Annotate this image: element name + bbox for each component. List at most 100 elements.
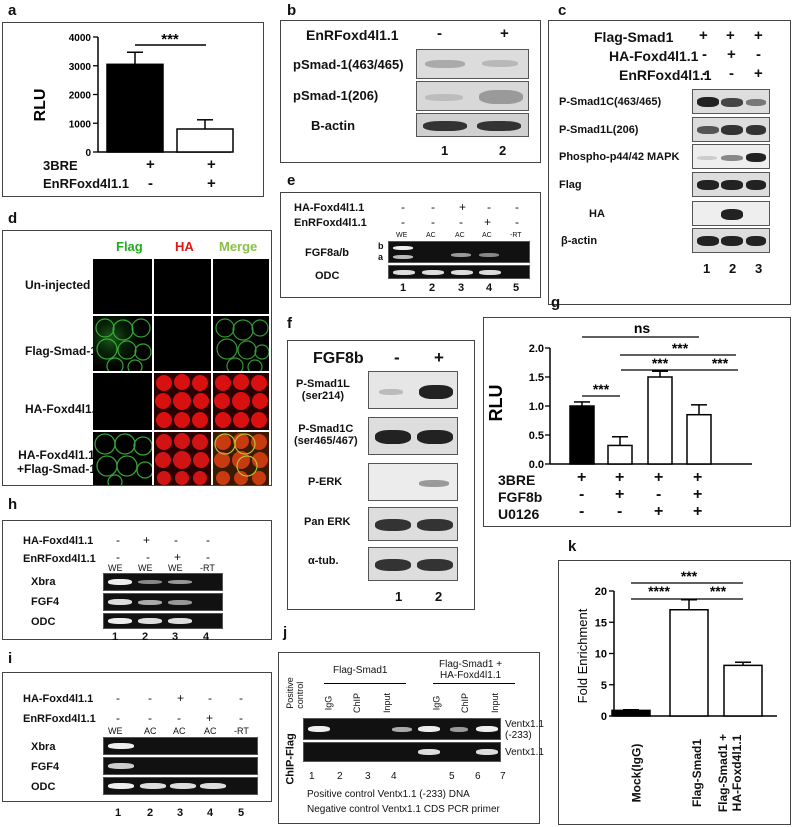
panel-a-ytick-label-3: 1000 <box>69 119 92 130</box>
panel-d-row4: HA-Foxd4l1.1 +Flag-Smad-1 <box>17 448 97 476</box>
panel-f-row2: P-Smad1C (ser465/467) <box>294 423 358 447</box>
panel-h-lane2: 2 <box>142 631 149 643</box>
panel-c-c3v1: - <box>702 65 707 82</box>
panel-c-c1v3: + <box>754 27 763 44</box>
panel-j-lane7: 7 <box>500 771 506 782</box>
panel-j-tag6: ChIP <box>460 692 471 714</box>
panel-c-blot6 <box>692 228 770 253</box>
panel-f-blot1 <box>368 371 458 409</box>
panel-k-chart: Fold Enrichment 20 15 10 5 0 *** **** *** <box>575 568 777 723</box>
panel-g-bar-2 <box>647 376 673 465</box>
panel-i-c2v3: - <box>177 711 181 725</box>
panel-j-note1: Positive control Ventx1.1 (-233) DNA <box>307 789 470 800</box>
panel-f-blot4 <box>368 507 458 541</box>
panel-j-note2: Negative control Ventx1.1 CDS PCR primer <box>307 804 500 815</box>
panel-e-lane5: 5 <box>513 282 520 294</box>
panel-i-lane4: 4 <box>207 807 214 819</box>
panel-g-r3v1: - <box>579 503 585 520</box>
panel-e-c2v4: + <box>484 215 492 229</box>
panel-c-blot3 <box>692 144 770 169</box>
panel-i-row1: Xbra <box>31 741 56 753</box>
panel-e-tag4: AC <box>482 232 492 239</box>
panel-g-r1v2: + <box>615 469 625 486</box>
panel-e-lane4: 4 <box>486 282 493 294</box>
panel-h-c2v2: - <box>146 550 150 564</box>
panel-e-lane3: 3 <box>458 282 465 294</box>
panel-i-lane5: 5 <box>238 807 245 819</box>
panel-j-lane1: 1 <box>309 771 315 782</box>
panel-b-blot2 <box>416 81 529 111</box>
panel-j: ChIP-Flag Flag-Smad1 Flag-Smad1 + HA-Fox… <box>278 652 544 824</box>
panel-i: HA-Foxd4l1.1 EnRFoxd4l1.1 - - + - - - - … <box>2 672 272 802</box>
panel-h-c2v4: - <box>206 550 210 564</box>
panel-b-treatment: EnRFoxd4l1.1 <box>306 27 399 43</box>
panel-g-ytick-label-2: 1.0 <box>529 401 544 413</box>
panel-e-lane2: 2 <box>429 282 436 294</box>
panel-h-tag3: WE <box>168 563 183 573</box>
panel-c-row5: HA <box>589 208 605 220</box>
panel-g-r1v1: + <box>577 469 587 486</box>
panel-j-tag5: IgG <box>431 695 442 711</box>
panel-j-side: ChIP-Flag <box>284 733 297 785</box>
panel-a-row1-val2: + <box>207 156 216 173</box>
panel-e-c1v5: - <box>515 200 519 214</box>
panel-i-tag3: AC <box>173 726 186 736</box>
panel-f-row1: P-Smad1L (ser214) <box>296 378 350 402</box>
panel-f-lane2: 2 <box>435 589 443 604</box>
panel-h-cond1: HA-Foxd4l1.1 <box>23 535 94 547</box>
panel-g-row3: U0126 <box>498 506 540 522</box>
panel-g-ns: ns <box>634 320 651 336</box>
micro-ha-smad <box>154 316 211 371</box>
panel-c-cond2: HA-Foxd4l1.1 <box>609 48 699 64</box>
panel-k-cat3: Flag-Smad1 + HA-Foxd4l1.1 <box>716 733 745 813</box>
panel-h-row1: Xbra <box>31 576 56 588</box>
panel-i-cond1: HA-Foxd4l1.1 <box>23 693 94 705</box>
panel-f-val1: - <box>394 348 400 367</box>
panel-e-c2v2: - <box>431 215 435 229</box>
panel-c-lane3: 3 <box>755 261 763 276</box>
panel-i-tag4: AC <box>204 726 217 736</box>
panel-j-label: j <box>283 624 288 641</box>
panel-e-row1: FGF8a/b <box>305 247 350 259</box>
panel-a-ylabel: RLU <box>32 89 49 122</box>
panel-j-lane3: 3 <box>365 771 371 782</box>
panel-c-blot5 <box>692 201 770 226</box>
panel-i-label: i <box>8 650 13 667</box>
panel-j-group1-line <box>324 683 406 684</box>
panel-h-gel3 <box>103 613 223 629</box>
panel-i-gel1 <box>103 737 258 755</box>
micro-merge-both <box>213 432 269 485</box>
panel-i-lane2: 2 <box>147 807 154 819</box>
panel-c-cond3: EnRFoxd4l1.1 <box>619 67 712 83</box>
panel-k: Fold Enrichment 20 15 10 5 0 *** **** *** Mo… <box>558 560 791 825</box>
panel-b-val2: + <box>500 25 509 42</box>
micro-ha-ha <box>154 373 211 430</box>
panel-c-lane2: 2 <box>729 261 737 276</box>
panel-e-b: b <box>378 241 384 251</box>
panel-d-row3: HA-Foxd4l1.1 <box>25 402 102 416</box>
panel-h-c1v3: - <box>174 533 178 547</box>
panel-e-cond2: EnRFoxd4l1.1 <box>294 217 367 229</box>
panel-k-ytick-label-2: 10 <box>595 649 607 661</box>
panel-g-bar-1 <box>607 444 633 465</box>
panel-a-ytick-label-4: 0 <box>85 148 91 159</box>
panel-g-r3v3: + <box>654 503 664 520</box>
panel-a-row1-val1: + <box>146 156 155 173</box>
panel-f-label: f <box>287 315 292 332</box>
panel-e-gel2 <box>388 265 530 279</box>
panel-k-ytick-label-1: 15 <box>595 617 607 629</box>
panel-i-c1v4: - <box>208 691 212 705</box>
panel-j-lane4: 4 <box>391 771 397 782</box>
panel-e-tag3: AC <box>455 232 465 239</box>
panel-f-treatment: FGF8b <box>313 350 364 367</box>
panel-a-ytick-label-1: 3000 <box>69 62 92 73</box>
panel-k-bar-1 <box>669 609 709 717</box>
panel-b-row3: B-actin <box>311 118 356 133</box>
panel-h-row3: ODC <box>31 616 56 628</box>
panel-j-tag2: IgG <box>323 695 334 711</box>
panel-g-sig2: *** <box>652 355 669 371</box>
panel-h: HA-Foxd4l1.1 EnRFoxd4l1.1 - + - - - - + … <box>2 520 272 640</box>
panel-j-gel1 <box>303 718 501 740</box>
panel-c-row2: P-Smad1L(206) <box>559 124 639 136</box>
micro-merge-uninj <box>213 259 269 314</box>
